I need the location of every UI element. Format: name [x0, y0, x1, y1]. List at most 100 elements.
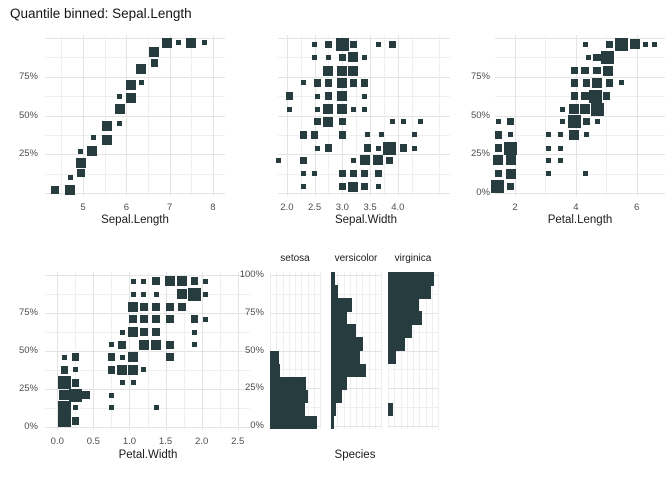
data-square: [285, 92, 294, 100]
data-square: [567, 115, 581, 129]
y-tick-label: 0%: [250, 419, 264, 431]
data-square: [203, 278, 209, 284]
species-bar: [270, 363, 280, 378]
data-square: [313, 79, 322, 87]
data-square: [140, 328, 148, 336]
data-square: [494, 131, 503, 139]
x-tick-label: 0.0: [50, 436, 64, 447]
species-bar: [388, 402, 393, 417]
data-square: [190, 277, 199, 285]
gridline-h: [495, 173, 665, 175]
data-square: [348, 65, 359, 76]
gridline-h: [495, 96, 665, 98]
data-square: [128, 301, 139, 312]
x-tick-label: 0.5: [86, 436, 100, 447]
species-bar: [388, 298, 419, 312]
axis-title-petal-width: Petal.Width: [118, 449, 178, 461]
data-square: [314, 145, 320, 151]
gridline-h: [331, 331, 381, 333]
data-square: [325, 54, 331, 60]
data-square: [82, 391, 90, 399]
data-square: [149, 47, 160, 58]
y-tick-label: 25%: [18, 148, 38, 160]
data-square: [117, 94, 123, 100]
data-square: [107, 353, 116, 361]
data-square: [359, 155, 370, 166]
gridline-h: [45, 154, 225, 156]
data-square: [362, 93, 368, 99]
y-tick-label: 25%: [244, 382, 264, 394]
data-square: [643, 41, 649, 47]
data-square: [582, 79, 591, 87]
gridline-v: [147, 35, 149, 196]
data-square: [411, 145, 417, 151]
species-bar: [331, 376, 347, 391]
species-bar: [388, 337, 405, 351]
gridline-v: [169, 35, 171, 196]
gridline-h: [45, 173, 225, 175]
x-tick-label: 2.0: [195, 436, 209, 447]
data-square: [71, 417, 80, 425]
data-square: [630, 39, 641, 50]
gridline-h: [388, 331, 438, 333]
data-square: [136, 64, 147, 75]
data-square: [118, 341, 126, 349]
gridline-h: [278, 192, 450, 194]
gridline-v: [328, 35, 330, 196]
gridline-v: [545, 35, 547, 196]
data-square: [546, 171, 552, 177]
data-square: [301, 80, 307, 86]
gridline-h: [495, 134, 665, 136]
gridline-v: [191, 35, 193, 196]
data-square: [399, 144, 408, 152]
data-square: [125, 93, 136, 104]
gridline-h: [278, 38, 450, 40]
data-square: [128, 327, 139, 337]
data-square: [151, 339, 162, 350]
data-square: [166, 315, 174, 323]
data-square: [558, 132, 564, 138]
gridline-h: [278, 154, 450, 156]
data-square: [375, 41, 381, 47]
data-square: [154, 405, 160, 411]
data-square: [400, 119, 406, 125]
data-square: [75, 158, 86, 169]
data-square: [364, 132, 370, 138]
species-bar: [270, 376, 306, 391]
y-tick-label: 75%: [470, 70, 490, 82]
data-square: [125, 79, 136, 90]
data-square: [324, 79, 333, 87]
species-bar: [388, 311, 422, 325]
gridline-h: [270, 275, 320, 277]
data-square: [337, 77, 348, 88]
data-square: [130, 278, 136, 284]
data-square: [186, 37, 197, 48]
data-square: [140, 303, 148, 311]
data-square: [506, 117, 515, 126]
species-bar: [331, 415, 334, 430]
gridline-h: [278, 76, 450, 78]
x-tick-label: 5: [80, 202, 86, 213]
data-square: [570, 79, 579, 87]
data-square: [166, 303, 174, 311]
species-bar: [331, 285, 338, 299]
data-square: [582, 171, 588, 177]
y-tick-label: 25%: [18, 382, 38, 394]
data-square: [338, 182, 347, 191]
y-tick-label: 75%: [18, 70, 38, 82]
data-square: [338, 169, 347, 178]
gridline-v: [183, 272, 185, 430]
species-bar: [388, 324, 412, 338]
data-square: [338, 53, 347, 62]
species-bar: [331, 402, 336, 417]
data-square: [51, 186, 59, 194]
data-square: [505, 155, 516, 166]
gridline-h: [331, 425, 381, 427]
data-square: [494, 144, 503, 152]
y-tick-label: 75%: [244, 306, 264, 318]
data-square: [338, 131, 347, 139]
x-tick-label: 7: [166, 202, 173, 213]
data-square: [117, 120, 123, 126]
data-square: [178, 303, 186, 311]
species-bar: [388, 272, 434, 286]
